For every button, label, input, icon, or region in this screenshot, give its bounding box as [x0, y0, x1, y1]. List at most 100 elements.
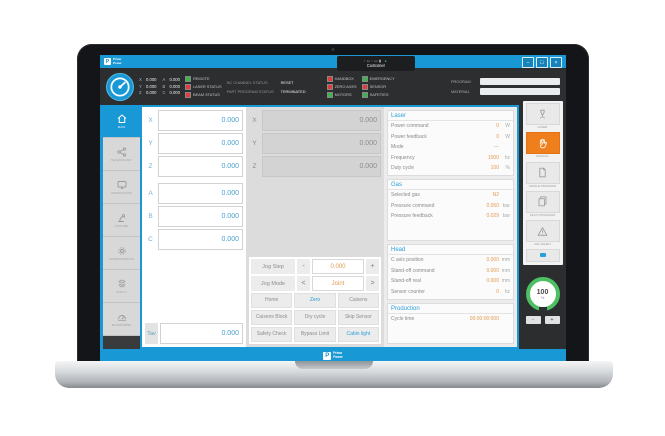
axis-label: A: [148, 190, 153, 197]
documents-icon: [538, 196, 547, 207]
parameter-row: Duty cycle 100%: [388, 163, 513, 174]
cnc-reset-button[interactable]: [525, 220, 560, 243]
tray-icons: ▫▭▫▭▮: [363, 58, 383, 63]
override-plus-button[interactable]: +: [544, 316, 560, 325]
axis-value-field: 0.000: [158, 156, 243, 177]
command-button[interactable]: Bypass Limit: [294, 327, 336, 342]
maximize-button[interactable]: □: [536, 57, 548, 68]
single-program-button[interactable]: [525, 161, 560, 184]
override-minus-button[interactable]: -: [525, 316, 541, 325]
feed-override-gauge: 100 %: [525, 277, 560, 312]
parameter-label: Power command: [391, 123, 429, 129]
program-input[interactable]: [480, 78, 560, 85]
command-button[interactable]: Caisens: [337, 293, 379, 308]
machine-axis-row: Z 0.000: [249, 156, 381, 177]
panel-title: Laser: [388, 111, 513, 121]
axis-value: 0.000: [169, 90, 180, 96]
jog-step-minus-button[interactable]: -: [297, 259, 310, 274]
axis-label: B: [148, 213, 153, 220]
header-axis-row: A 0.000: [162, 77, 179, 82]
sidebar-item-fixture[interactable]: FIXTURE: [103, 204, 140, 237]
bottom-bar: P Prima Power: [100, 349, 566, 362]
sidebar-item-technology[interactable]: TECHNOLOGY: [103, 138, 140, 171]
jog-mode-row: Jog Mode < Joint >: [251, 276, 379, 291]
status-value: TERMINATED: [280, 88, 306, 94]
status-led: ZERO AXES: [326, 83, 357, 90]
axis-letter: B: [162, 83, 166, 89]
jog-wheel-button[interactable]: [106, 72, 134, 101]
parameter-unit: %: [505, 165, 510, 171]
sidebar: MAIN TECHNOLOGY PRODUCTION FIXTURE: [100, 105, 140, 349]
axis-label: Z: [252, 163, 257, 170]
command-button[interactable]: Dry cycle: [294, 310, 336, 325]
parameter-unit: W: [505, 133, 510, 140]
laptop-bezel: P Prima Power ▫▭▫▭▮ ● Customer − □ ×: [77, 44, 589, 377]
axis-label: X: [148, 117, 153, 124]
hand-icon: [539, 138, 547, 149]
command-button[interactable]: Cabin light: [337, 327, 379, 342]
indicator-icon: [539, 253, 546, 258]
parameter-value: 0: [496, 133, 499, 140]
axis-label: X: [252, 117, 257, 124]
sidebar-item-utility[interactable]: UTILITY: [103, 270, 140, 303]
sidebar-item-production[interactable]: PRODUCTION: [103, 171, 140, 204]
axis-readout-row: B 0.000: [145, 206, 243, 227]
webcam-dot: [331, 48, 335, 51]
axis-value-field: 0.000: [158, 110, 243, 131]
panel-title: Head: [388, 245, 513, 255]
led-dot-icon: [184, 83, 191, 90]
parameter-value: 0.000: [486, 257, 499, 263]
led-dot-icon: [184, 75, 191, 82]
sidebar-item-configuration[interactable]: CONFIGURATION: [103, 237, 140, 270]
led-label: REMOTE: [192, 76, 210, 81]
led-dot-icon: [326, 83, 333, 90]
parameter-panels: Laser Power command 0 W Power feedback 0 W Mod…: [384, 107, 517, 347]
header-axis-row: C 0.000: [162, 90, 179, 95]
sidebar-item-monitoring[interactable]: MONITORING: [103, 303, 140, 336]
sidebar-item-label: CONFIGURATION: [109, 257, 134, 261]
parameter-row: Stand-off command 0.000 mm: [388, 266, 513, 277]
jog-step-value[interactable]: 0.000: [312, 259, 364, 274]
axis-value-field: 0.000: [158, 133, 243, 154]
status-led: SENSOR: [361, 83, 395, 90]
material-input[interactable]: [480, 88, 560, 95]
laser-head-icon: [540, 109, 545, 119]
command-button[interactable]: Skip Sensor: [337, 310, 379, 325]
jog-mode-next-button[interactable]: >: [366, 276, 379, 291]
jog-step-plus-button[interactable]: +: [366, 259, 379, 274]
status-led: HANDBOX: [326, 75, 357, 82]
panel-title: Gas: [388, 180, 513, 190]
indicator-button[interactable]: [525, 249, 560, 263]
sidebar-item-label: PRODUCTION: [111, 191, 132, 195]
led-label: SAFETIES: [369, 92, 389, 97]
sidebar-item-main[interactable]: MAIN: [103, 105, 140, 138]
jog-mode-prev-button[interactable]: <: [297, 276, 310, 291]
status-led: SAFETIES: [361, 91, 395, 98]
status-label: PART PROGRAM STATUS: [226, 88, 274, 94]
parameter-unit: W: [505, 123, 510, 129]
parameter-row: Selected gas N2: [388, 190, 513, 201]
led-dot-icon: [326, 91, 333, 98]
close-button[interactable]: ×: [550, 57, 562, 68]
home-icon: [117, 114, 126, 123]
parameter-unit: hz: [504, 288, 510, 295]
tav-label: Tav: [145, 323, 158, 344]
machine-axis-row: X 0.000: [249, 110, 381, 131]
parameter-row: Mode —: [388, 142, 513, 153]
minimize-button[interactable]: −: [522, 57, 534, 68]
warning-icon: [537, 226, 548, 236]
program-label: PROGRAM: [451, 79, 471, 84]
command-button[interactable]: Caisens Block: [251, 310, 293, 325]
command-button[interactable]: Zero: [294, 293, 336, 308]
parameter-unit: mm: [501, 278, 510, 284]
jog-mode-value[interactable]: Joint: [312, 276, 364, 291]
manual-mode-button[interactable]: [525, 132, 560, 155]
parameter-value: 1000: [487, 154, 499, 161]
command-button[interactable]: Safety Check: [251, 327, 293, 342]
laser-mode-button[interactable]: [525, 103, 560, 125]
command-button[interactable]: Home: [251, 293, 293, 308]
multi-program-button[interactable]: [525, 190, 560, 213]
gas-panel: Gas Selected gas N2 Pressure command 0.050 b…: [387, 179, 514, 241]
parameter-unit: hz: [504, 154, 510, 161]
parameter-label: C axis position: [391, 257, 424, 263]
